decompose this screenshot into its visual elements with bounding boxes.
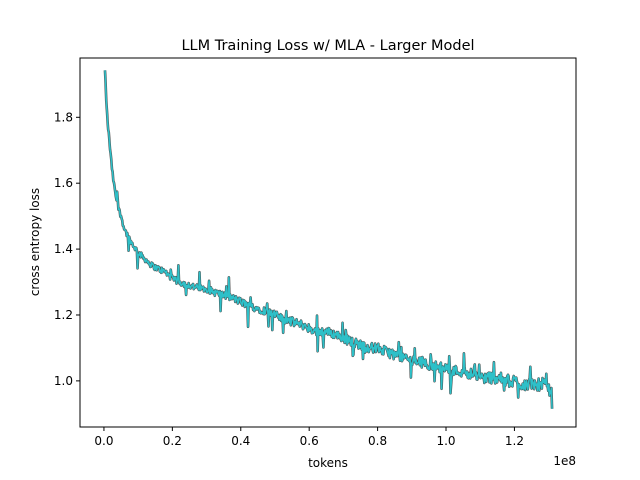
y-tick-label: 1.2 — [54, 308, 73, 322]
y-ticks: 1.0 1.2 1.4 1.6 1.8 — [54, 110, 80, 388]
x-tick-label: 1.2 — [505, 434, 524, 448]
x-tick-label: 0.4 — [231, 434, 250, 448]
x-tick-label: 0.6 — [300, 434, 319, 448]
x-tick-label: 0.2 — [163, 434, 182, 448]
x-ticks: 0.0 0.2 0.4 0.6 0.8 1.0 1.2 — [94, 427, 524, 448]
y-tick-label: 1.4 — [54, 242, 73, 256]
chart-title: LLM Training Loss w/ MLA - Larger Model — [181, 38, 474, 54]
y-tick-label: 1.0 — [54, 374, 73, 388]
y-tick-label: 1.6 — [54, 176, 73, 190]
x-tick-label: 1.0 — [436, 434, 455, 448]
loss-series-line — [104, 70, 553, 409]
x-tick-label: 0.8 — [368, 434, 387, 448]
series-layer — [103, 70, 554, 409]
y-axis-label: cross entropy loss — [28, 188, 42, 296]
x-axis-label: tokens — [308, 456, 348, 470]
x-offset-label: 1e8 — [553, 454, 576, 468]
plot-frame — [79, 57, 577, 428]
x-tick-label: 0.0 — [94, 434, 113, 448]
y-tick-label: 1.8 — [54, 110, 73, 124]
